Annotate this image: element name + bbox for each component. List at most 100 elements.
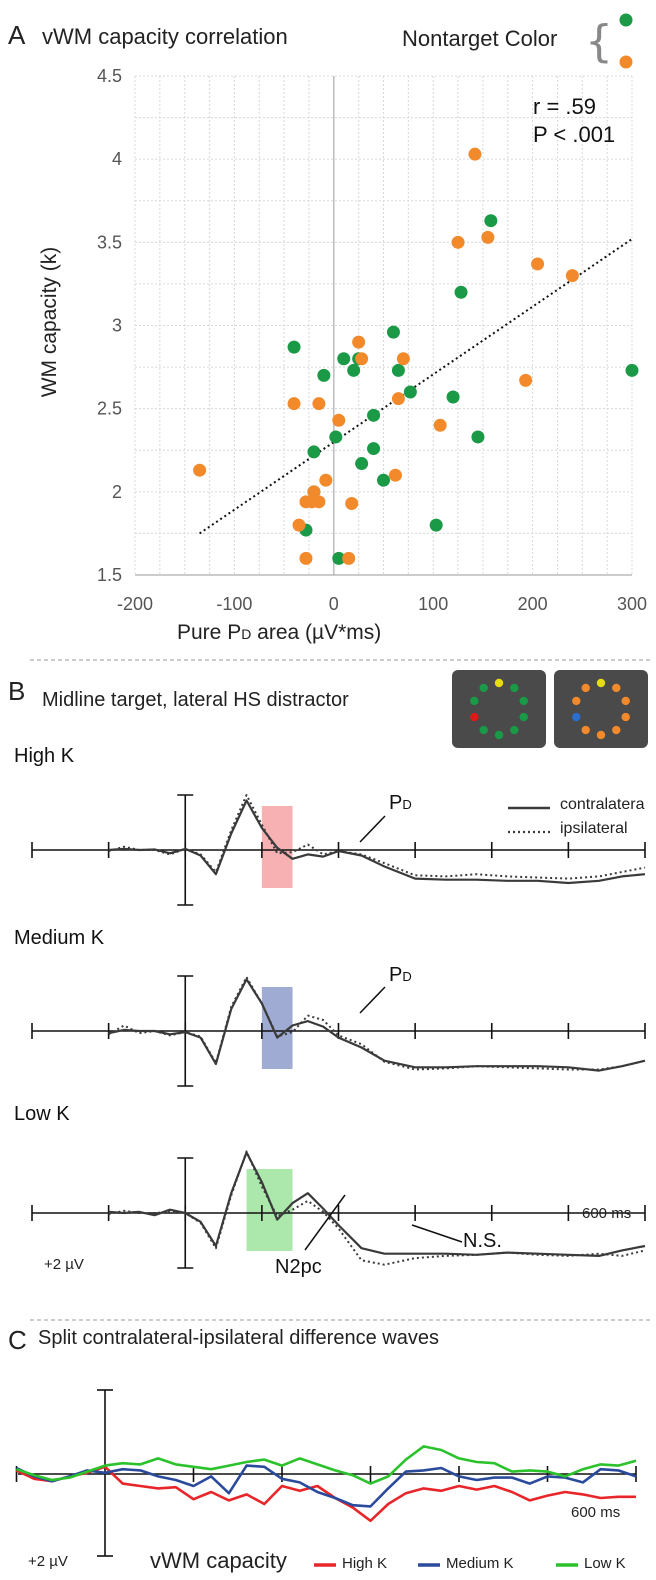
data-point-orange <box>352 335 366 349</box>
legend-dot-orange <box>619 55 633 69</box>
data-point-green <box>367 442 381 456</box>
pd-arrow-high <box>359 815 386 843</box>
stimulus-orange <box>554 670 648 748</box>
data-point-orange <box>481 230 495 244</box>
legend-title: Nontarget Color <box>402 26 558 51</box>
wave-Medium-K-contralatera <box>108 978 646 1072</box>
y-axis-label: WM capacity (k) <box>38 246 61 398</box>
data-point-green <box>386 325 400 339</box>
x-axis-label: Pure PD area (µV*ms) <box>177 621 382 644</box>
pd-arrow-medium <box>359 986 386 1014</box>
data-point-green <box>403 385 417 399</box>
n2pc-arrow <box>304 1194 346 1251</box>
c-legend-medium: Medium K <box>446 1555 514 1572</box>
stimulus-green <box>452 670 546 748</box>
stimulus-green-dot <box>479 725 488 735</box>
data-point-orange <box>396 352 410 366</box>
y-tick-label: 3.5 <box>97 232 122 252</box>
panel-b-title: Midline target, lateral HS distractor <box>42 689 349 711</box>
data-point-green <box>484 214 498 228</box>
data-point-green <box>429 518 443 532</box>
stimulus-orange-dot <box>596 730 606 740</box>
wave-High-K-ipsilateral <box>108 794 646 880</box>
trendline <box>199 238 633 535</box>
y-tick-label: 4 <box>112 149 122 169</box>
stimulus-green-dot <box>470 696 479 706</box>
stimulus-orange-dot <box>621 712 630 722</box>
data-point-orange <box>307 485 321 499</box>
stimulus-green-dot <box>470 712 479 722</box>
panel-a-title: vWM capacity correlation <box>42 24 288 49</box>
data-point-orange <box>355 352 369 366</box>
b-time-label: 600 ms <box>582 1205 632 1222</box>
data-point-green <box>337 352 351 366</box>
data-point-orange <box>468 147 482 161</box>
y-tick-label: 4.5 <box>97 66 122 86</box>
x-tick-label: 300 <box>617 594 647 614</box>
c-amp-label: +2 µV <box>28 1553 68 1570</box>
wave-High-K-contralatera <box>108 799 646 885</box>
y-tick-label: 2 <box>112 482 122 502</box>
c-time-label: 600 ms <box>571 1504 621 1521</box>
pd-label-medium: PD <box>389 964 412 986</box>
data-point-orange <box>312 397 326 411</box>
stimulus-green-dot <box>494 678 504 688</box>
data-point-orange <box>332 413 346 427</box>
stimulus-green-dot <box>510 725 519 735</box>
shaded-window-1 <box>261 987 293 1069</box>
ns-arrow <box>411 1224 463 1243</box>
data-point-orange <box>312 495 326 509</box>
legend-contra: contralatera <box>560 796 645 813</box>
data-point-green <box>307 445 321 459</box>
stimulus-orange-dot <box>572 696 581 706</box>
panel-a-letter: A <box>8 20 26 50</box>
data-point-orange <box>193 463 207 477</box>
y-tick-label: 3 <box>112 316 122 336</box>
data-point-green <box>454 285 468 299</box>
pd-label-high: PD <box>389 792 412 814</box>
data-point-green <box>367 408 381 422</box>
x-tick-label: 0 <box>329 594 339 614</box>
data-point-orange <box>433 418 447 432</box>
stimulus-orange-dot <box>581 683 590 693</box>
stimulus-green-dot <box>519 712 528 722</box>
b-amp-label: +2 µV <box>44 1256 84 1273</box>
stat-p: P < .001 <box>533 122 616 147</box>
data-point-orange <box>451 235 465 249</box>
stimulus-orange-dot <box>621 696 630 706</box>
stimulus-orange-dot <box>596 678 606 688</box>
stimulus-green-dot <box>479 683 488 693</box>
data-point-green <box>347 363 361 377</box>
wave-Medium-K-ipsilateral <box>108 976 646 1071</box>
x-tick-label: 200 <box>518 594 548 614</box>
row-label-low: Low K <box>14 1103 70 1125</box>
data-point-green <box>329 430 343 444</box>
stimulus-green-dot <box>519 696 528 706</box>
x-tick-label: 100 <box>418 594 448 614</box>
wave-Low-K-contralatera <box>108 1151 646 1258</box>
ns-label: N.S. <box>463 1230 502 1252</box>
data-point-green <box>355 457 369 471</box>
data-point-green <box>446 390 460 404</box>
diff-wave-Medium-K <box>15 1464 637 1508</box>
data-point-green <box>625 363 639 377</box>
stimulus-green-dot <box>494 730 504 740</box>
y-tick-label: 1.5 <box>97 565 122 585</box>
n2pc-label: N2pc <box>275 1256 322 1278</box>
row-label-medium: Medium K <box>14 927 105 949</box>
data-point-green <box>391 363 405 377</box>
legend-dot-green <box>619 13 633 27</box>
data-point-orange <box>388 468 402 482</box>
stimulus-orange-dot <box>572 712 581 722</box>
row-label-high: High K <box>14 745 75 767</box>
data-point-green <box>287 340 301 354</box>
legend-brace: { <box>585 16 613 67</box>
legend-ipsi: ipsilateral <box>560 820 628 837</box>
data-point-orange <box>531 257 545 271</box>
stat-r: r = .59 <box>533 94 596 119</box>
panel-c-letter: C <box>8 1325 27 1355</box>
data-point-orange <box>345 496 359 510</box>
stimulus-orange-dot <box>581 725 590 735</box>
y-tick-label: 2.5 <box>97 399 122 419</box>
c-legend-low: Low K <box>584 1555 626 1572</box>
